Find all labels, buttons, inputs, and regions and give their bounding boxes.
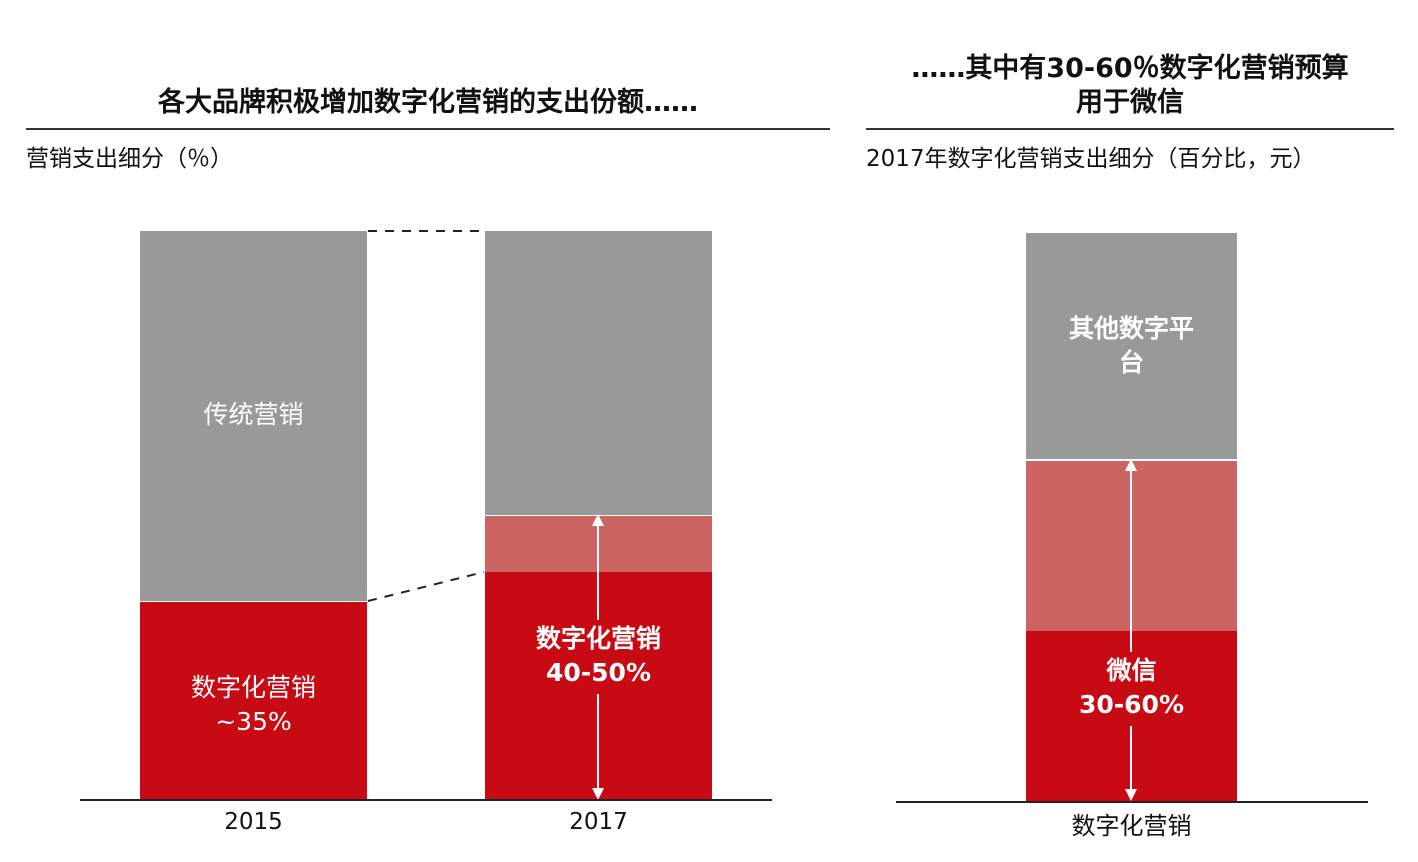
left-chart-subtitle: 营销支出细分（％）: [26, 146, 233, 172]
label-wechat-name: 微信: [1086, 655, 1177, 687]
right-title-rule: [866, 128, 1394, 130]
right-title-line2: 用于微信: [1076, 87, 1184, 118]
label-wechat-value: 30-60%: [1071, 689, 1192, 721]
x-tick-2015: 2015: [224, 809, 283, 835]
label-traditional: 传统营销: [203, 400, 304, 429]
x-tick-2017: 2017: [569, 809, 628, 835]
bar-2015-traditional: 传统营销: [140, 231, 367, 601]
right-x-axis: [896, 801, 1368, 803]
bar-2015-digital: 数字化营销 ~35%: [140, 602, 367, 800]
label-digital-2017-name: 数字化营销: [525, 623, 672, 655]
label-digital-2017-value: 40-50%: [545, 657, 652, 689]
left-chart-title: 各大品牌积极增加数字化营销的支出份额……: [158, 87, 698, 118]
x-tick-digital-marketing: 数字化营销: [1071, 812, 1192, 840]
connector-digital-dashed: [367, 571, 485, 602]
label-other-line2: 台: [1118, 348, 1144, 377]
bar-2017-traditional: [485, 231, 712, 515]
label-digital-2015-name: 数字化营销: [190, 673, 316, 702]
right-title-line1: ……其中有30-60％数字化营销预算: [911, 53, 1349, 84]
left-x-axis: [80, 799, 772, 801]
right-chart-subtitle: 2017年数字化营销支出细分（百分比，元）: [866, 146, 1316, 172]
label-digital-2015-value: ~35%: [215, 707, 292, 736]
label-other-line1: 其他数字平: [1068, 314, 1194, 343]
left-title-rule: [26, 128, 830, 130]
right-chart-title: ……其中有30-60％数字化营销预算 用于微信: [866, 52, 1394, 120]
bar-other-platforms: 其他数字平 台: [1026, 233, 1237, 459]
